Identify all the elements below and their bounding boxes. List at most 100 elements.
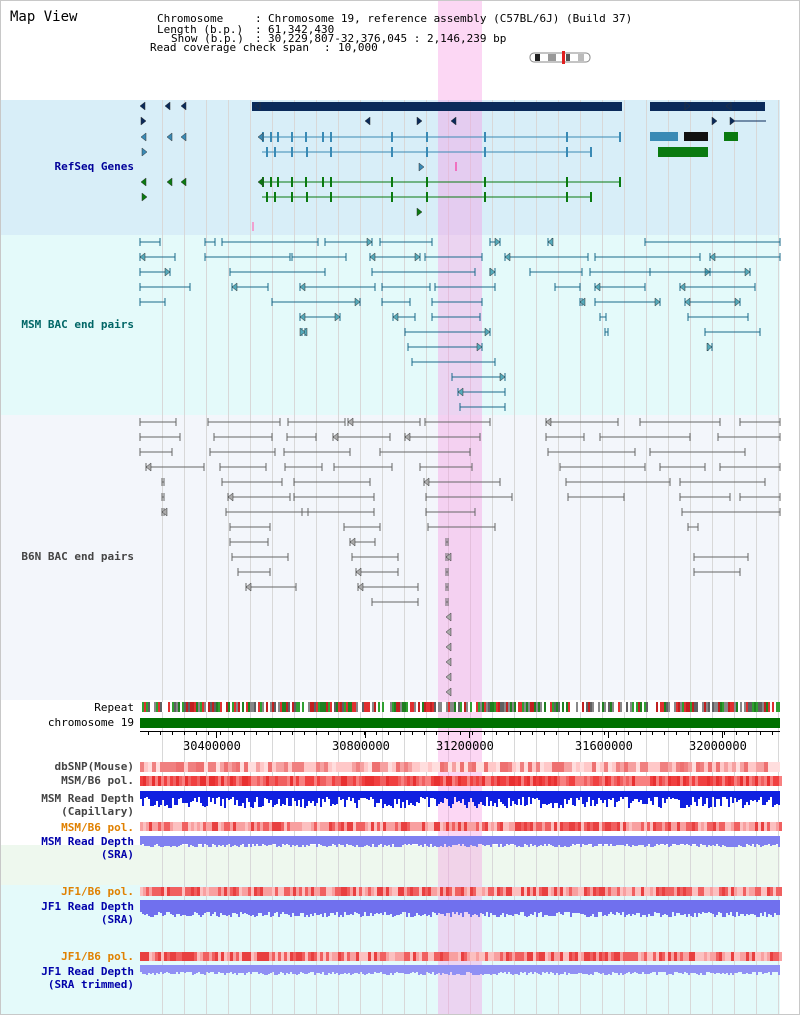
depth-bar [562, 900, 564, 915]
dbsnp-cell [224, 762, 228, 772]
depth-bar [502, 965, 504, 973]
repeat-cell [708, 702, 710, 712]
axis-minor-tick [328, 732, 329, 735]
depth-bar [694, 836, 696, 844]
depth-bar [498, 900, 500, 917]
gene-block [650, 132, 678, 141]
arrow-icon [445, 672, 452, 682]
track-label-msm-b6-pol[interactable]: MSM/B6 pol. [61, 774, 134, 787]
track-label-msm-depth-capillary[interactable]: MSM Read Depth [41, 792, 134, 805]
pol-cell [515, 776, 518, 786]
track-label-jf1-depth-sra-sub: (SRA) [100, 913, 134, 926]
depth-bar [576, 900, 578, 913]
depth-bar [756, 965, 758, 975]
pol-cell [188, 822, 191, 831]
depth-bar [316, 836, 318, 847]
depth-bar [178, 836, 180, 846]
depth-bar [454, 836, 456, 845]
arrow-icon [349, 537, 356, 547]
depth-bar [318, 900, 320, 915]
depth-bar [418, 965, 420, 975]
repeat-cell [366, 702, 368, 712]
gene-exon [291, 177, 293, 187]
repeat-cell [408, 702, 410, 712]
depth-bar [722, 836, 724, 845]
pol-cell [386, 822, 389, 831]
pol-cell [425, 952, 428, 961]
arrow-icon [139, 252, 146, 262]
depth-bar [404, 900, 406, 912]
dbsnp-cell [668, 762, 672, 772]
depth-bar [162, 965, 164, 974]
depth-bar [602, 900, 604, 916]
chromosome-bar[interactable] [140, 718, 780, 728]
depth-bar [338, 965, 340, 975]
depth-bar [430, 900, 432, 917]
pol-cell [437, 952, 440, 961]
repeat-cell [736, 702, 738, 712]
pol-cell [539, 887, 542, 896]
pol-cell [242, 952, 245, 961]
track-label-msm-bac[interactable]: MSM BAC end pairs [21, 318, 134, 331]
repeat-cell [200, 702, 202, 712]
track-label-refseq[interactable]: RefSeq Genes [54, 160, 134, 173]
pol-cell [674, 776, 677, 786]
repeat-cell [346, 702, 348, 712]
depth-bar [254, 836, 256, 846]
depth-bar [412, 900, 414, 917]
pol-cell [632, 776, 635, 786]
depth-bar [156, 791, 158, 801]
pol-cell [227, 776, 230, 786]
depth-bar [498, 965, 500, 973]
pol-cell [371, 822, 374, 831]
pol-cell [740, 822, 743, 831]
track-label-jf1-b6-pol-2[interactable]: JF1/B6 pol. [61, 950, 134, 963]
axis-tick-label: 31600000 [575, 739, 633, 753]
depth-bar [406, 791, 408, 800]
depth-bar [750, 791, 752, 800]
dbsnp-cell [752, 762, 756, 772]
depth-bar [226, 791, 228, 798]
depth-bar [520, 900, 522, 912]
track-label-jf1-b6-pol[interactable]: JF1/B6 pol. [61, 885, 134, 898]
depth-bar [586, 900, 588, 917]
pol-cell [404, 822, 407, 831]
depth-bar [468, 965, 470, 972]
axis-minor-tick [640, 732, 641, 735]
depth-bar [398, 965, 400, 973]
pol-cell [467, 822, 470, 831]
depth-bar [156, 965, 158, 973]
depth-bar [268, 836, 270, 845]
repeat-cell [292, 702, 294, 712]
track-label-msm-b6-pol-sra[interactable]: MSM/B6 pol. [61, 821, 134, 834]
depth-bar [768, 836, 770, 844]
dbsnp-cell [480, 762, 484, 772]
depth-bar [748, 791, 750, 805]
track-label-dbsnp[interactable]: dbSNP(Mouse) [54, 760, 134, 773]
track-label-jf1-depth-sra[interactable]: JF1 Read Depth [41, 900, 134, 913]
pol-cell [374, 887, 377, 896]
pol-cell [293, 952, 296, 961]
depth-bar [572, 900, 574, 913]
pol-cell [203, 952, 206, 961]
arrow-icon [416, 116, 423, 126]
track-label-jf1-depth-trimmed[interactable]: JF1 Read Depth [41, 965, 134, 978]
repeat-cell [404, 702, 406, 712]
dbsnp-cell [324, 762, 328, 772]
depth-bar [224, 900, 226, 915]
pol-cell [380, 952, 383, 961]
track-label-msm-depth-sra[interactable]: MSM Read Depth [41, 835, 134, 848]
depth-bar [252, 836, 254, 844]
pol-cell [596, 822, 599, 831]
pol-cell [551, 776, 554, 786]
pol-cell [155, 952, 158, 961]
dbsnp-cell [168, 762, 172, 772]
pol-cell [227, 822, 230, 831]
track-label-b6n-bac[interactable]: B6N BAC end pairs [21, 550, 134, 563]
pol-cell [215, 952, 218, 961]
depth-bar [182, 900, 184, 915]
depth-bar [552, 900, 554, 916]
pol-cell [368, 822, 371, 831]
depth-bar [308, 836, 310, 846]
